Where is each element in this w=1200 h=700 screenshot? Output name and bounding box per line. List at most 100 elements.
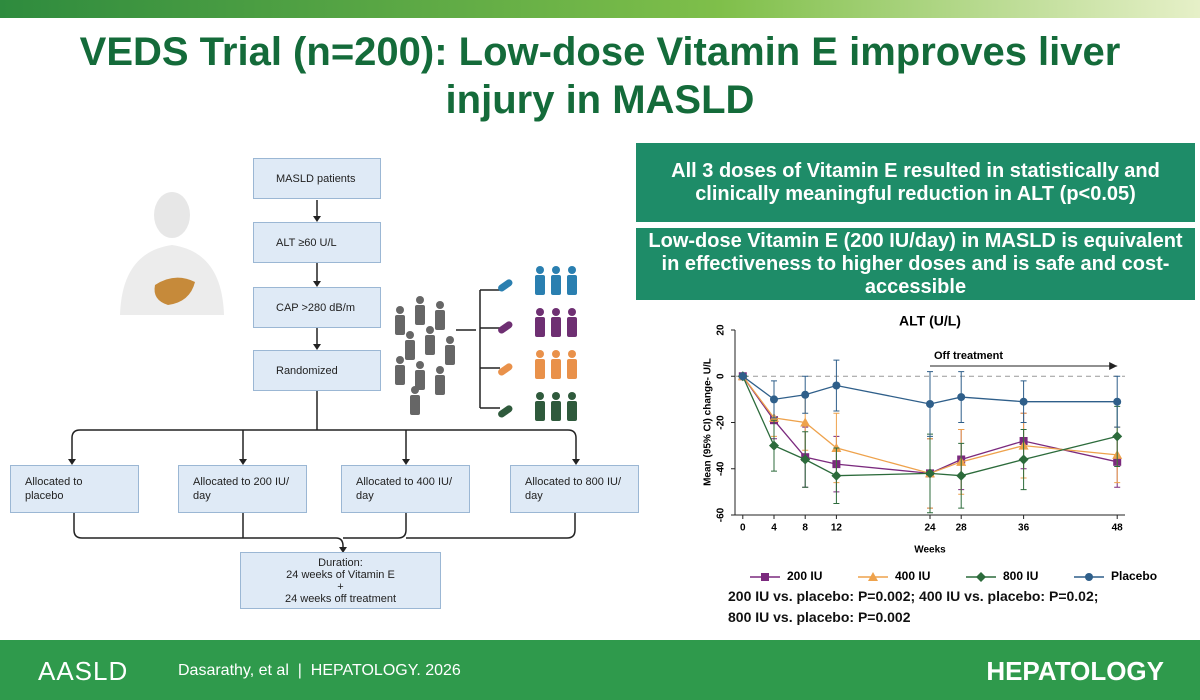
person-icon — [567, 317, 577, 337]
annotation-arrowhead — [1109, 362, 1118, 370]
chart: ALT (U/L) Weeks Mean (95% CI) change- U/… — [703, 313, 1157, 583]
marker — [801, 390, 810, 399]
duration-line: + — [337, 580, 344, 593]
duration-box: Duration: 24 weeks of Vitamin E + 24 wee… — [240, 552, 441, 609]
marker — [1019, 397, 1028, 406]
person-icon — [552, 392, 560, 400]
arrowheads — [68, 216, 580, 553]
person-icon — [426, 326, 434, 334]
person-icon — [568, 350, 576, 358]
marker — [1085, 573, 1093, 581]
person-icon — [436, 366, 444, 374]
person-icon — [396, 356, 404, 364]
marker — [831, 470, 842, 481]
person-icon — [425, 335, 435, 355]
marker — [925, 468, 935, 479]
person-icon — [536, 392, 544, 400]
x-tick-label: 0 — [740, 523, 746, 534]
person-icon — [415, 305, 425, 325]
arm-box: Allocated to placebo — [10, 465, 139, 513]
series-line — [742, 375, 1118, 477]
arm-box: Allocated to 200 IU/ day — [178, 465, 307, 513]
x-tick-label: 4 — [771, 523, 777, 534]
footer-journal: HEPATOLOGY — [986, 656, 1164, 686]
person-icon — [551, 317, 561, 337]
marker — [1113, 397, 1122, 406]
person-icon — [536, 308, 544, 316]
y-tick-label: -60 — [716, 507, 727, 522]
marker — [956, 470, 967, 481]
person-icon — [435, 310, 445, 330]
x-tick-label: 24 — [924, 523, 936, 534]
person-icon — [551, 401, 561, 421]
series-line — [742, 375, 1118, 475]
marker — [976, 572, 986, 582]
legend-label: 200 IU — [787, 569, 822, 583]
person-icon — [416, 361, 424, 369]
person-icon — [396, 306, 404, 314]
footer: AASLD Dasarathy, et al | HEPATOLOGY. 202… — [0, 640, 1200, 700]
legend-label: 400 IU — [895, 569, 930, 583]
duration-line: Duration: — [318, 556, 363, 569]
person-icon — [535, 359, 545, 379]
x-tick-label: 8 — [802, 523, 808, 534]
connectors — [71, 200, 577, 549]
x-tick-label: 12 — [831, 523, 843, 534]
person-icon — [551, 275, 561, 295]
person-icon — [568, 392, 576, 400]
marker — [800, 454, 811, 465]
series-line — [742, 375, 1118, 405]
person-icon — [410, 395, 420, 415]
y-tick-label: 20 — [716, 324, 727, 336]
crowd-icons — [395, 266, 577, 421]
marker — [770, 395, 778, 404]
person-icon — [535, 317, 545, 337]
duration-line: 24 weeks of Vitamin E — [286, 568, 395, 581]
person-icon — [445, 345, 455, 365]
top-bar — [0, 0, 1200, 18]
person-icon — [435, 375, 445, 395]
legend-label: 800 IU — [1003, 569, 1038, 583]
footer-logo: AASLD — [38, 656, 129, 686]
person-icon — [395, 365, 405, 385]
person-icon — [535, 275, 545, 295]
person-icon — [536, 350, 544, 358]
marker — [1112, 431, 1123, 442]
finding-box: All 3 doses of Vitamin E resulted in sta… — [636, 143, 1195, 222]
x-tick-label: 48 — [1112, 523, 1124, 534]
person-icon — [535, 401, 545, 421]
person-icon — [415, 370, 425, 390]
footer-citation: Dasarathy, et al | HEPATOLOGY. 2026 — [178, 662, 461, 679]
person-icon — [568, 308, 576, 316]
pill-icon — [498, 321, 513, 334]
person-icon — [567, 275, 577, 295]
finding-box: Low-dose Vitamin E (200 IU/day) in MASLD… — [636, 228, 1195, 300]
y-tick-label: 0 — [716, 373, 727, 379]
person-icon — [568, 266, 576, 274]
arm-box: Allocated to 400 IU/ day — [341, 465, 470, 513]
flow-step: ALT ≥60 U/L — [253, 222, 381, 263]
pill-icon — [498, 279, 513, 292]
patient-illustration — [120, 192, 224, 315]
x-tick-label: 36 — [1018, 523, 1030, 534]
comparison-note: 200 IU vs. placebo: P=0.002; 400 IU vs. … — [728, 588, 1099, 604]
person-icon — [446, 336, 454, 344]
person-icon — [567, 401, 577, 421]
marker — [1018, 454, 1029, 465]
marker — [926, 400, 934, 408]
flow-step: MASLD patients — [253, 158, 381, 199]
series-line — [742, 375, 1118, 475]
marker — [832, 381, 841, 390]
person-icon — [551, 359, 561, 379]
person-icon — [552, 350, 560, 358]
person-icon — [416, 296, 424, 304]
person-icon — [395, 315, 405, 335]
chart-title: ALT (U/L) — [899, 313, 961, 329]
person-icon — [411, 386, 419, 394]
marker — [957, 393, 966, 402]
title: VEDS Trial (n=200): Low-dose Vitamin E i… — [79, 30, 1121, 122]
marker — [769, 440, 779, 451]
x-axis-label: Weeks — [914, 545, 946, 556]
